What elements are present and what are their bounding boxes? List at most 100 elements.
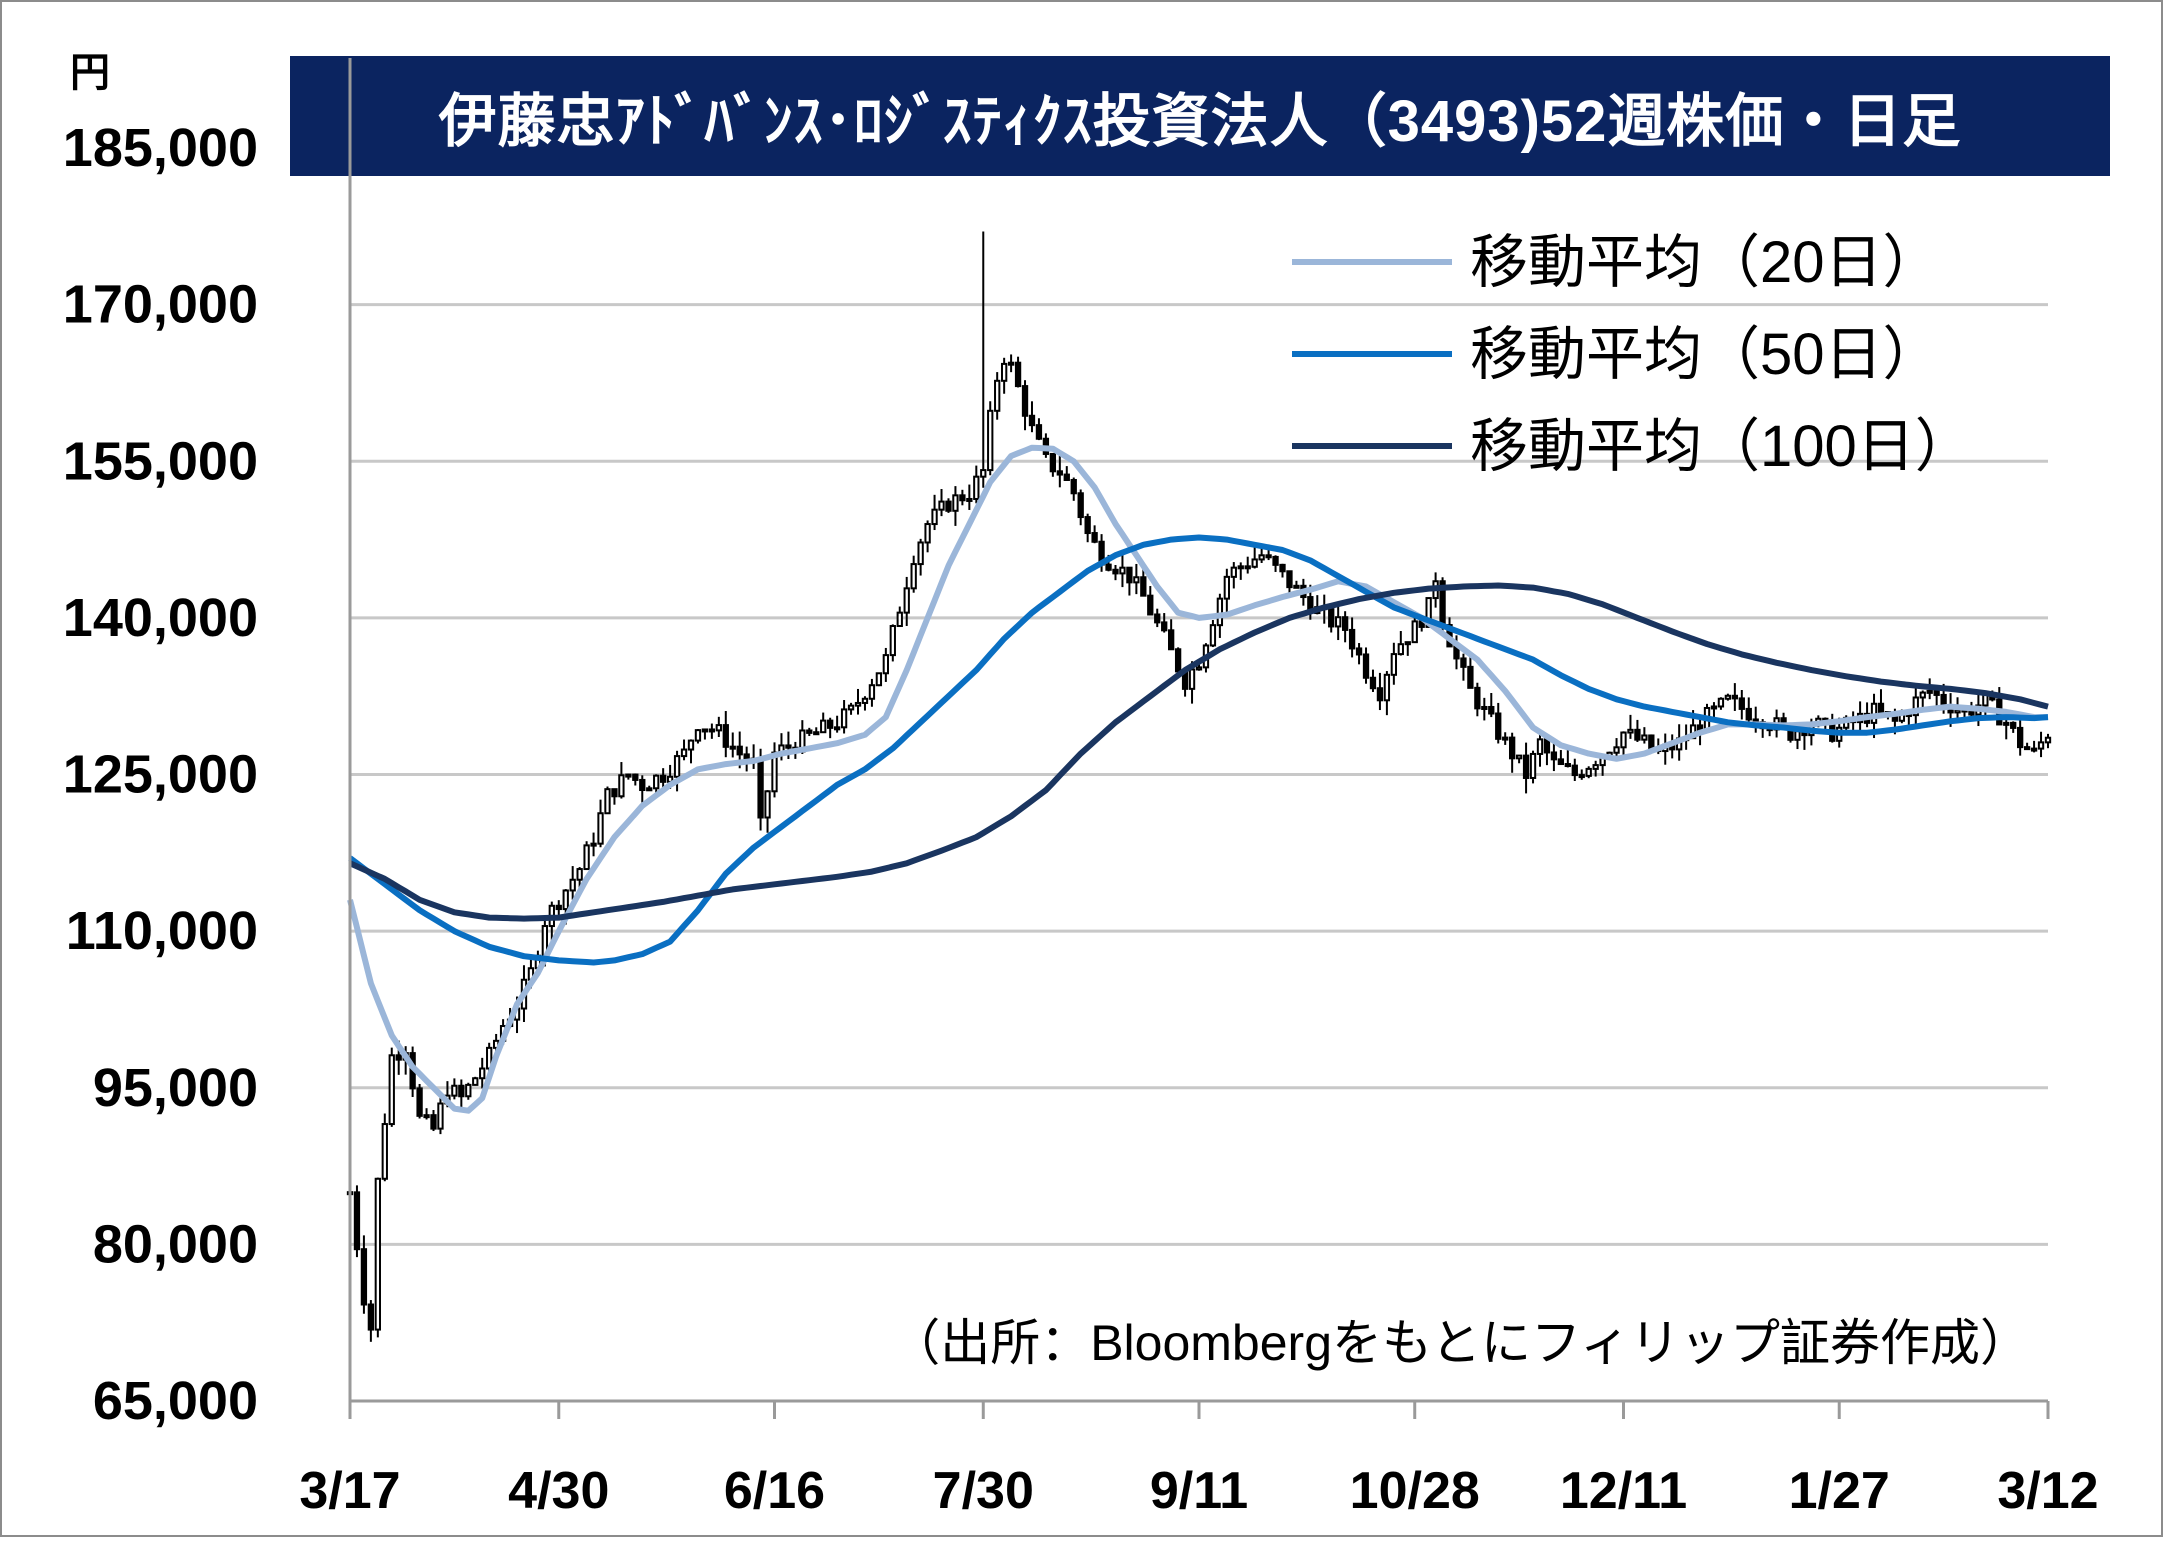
candle-body (1557, 758, 1565, 766)
x-tick-label: 6/16 (724, 1462, 825, 1520)
candle-body (840, 708, 848, 729)
candle-body (931, 508, 938, 526)
candle-body (1383, 673, 1391, 702)
x-tick-label: 12/11 (1560, 1462, 1687, 1520)
candle-body (562, 889, 569, 911)
candle-body (1070, 478, 1077, 495)
candle-body (659, 774, 667, 783)
candle-body (820, 719, 827, 734)
candle-body (2017, 726, 2024, 749)
y-axis-ticks: 185,000 170,000 155,000 140,000 125,000 110,0… (63, 118, 258, 1431)
candle-body (1000, 362, 1008, 382)
candle-body (2010, 721, 2017, 729)
candle-body (813, 731, 820, 736)
candle-body (1279, 563, 1286, 573)
candle-body (1613, 746, 1620, 754)
candle-body (1140, 576, 1147, 597)
candle-body (917, 541, 924, 566)
x-tick-label: 10/28 (1350, 1462, 1480, 1520)
candle-body (1126, 566, 1133, 584)
y-tick-label: 155,000 (63, 431, 258, 491)
candle-body (938, 500, 945, 511)
candle-body (576, 868, 583, 881)
y-tick-label: 140,000 (63, 588, 258, 648)
candle-body (381, 1123, 388, 1180)
candle-body (833, 726, 841, 731)
candle-body (1481, 705, 1488, 710)
candle-body (1348, 628, 1356, 650)
candle-body (729, 745, 736, 750)
candle-body (827, 719, 834, 729)
candle-body (924, 523, 931, 544)
x-tick-label: 9/11 (1150, 1462, 1248, 1520)
candle-body (889, 625, 896, 657)
legend-ma50-label: 移動平均（50日） (1470, 322, 1941, 387)
candle-body (1731, 694, 1739, 700)
candle-body (903, 587, 910, 614)
candle-body (1529, 752, 1537, 779)
candle-body (1244, 565, 1251, 570)
candle-body (555, 904, 562, 911)
candle-body (367, 1303, 375, 1331)
candle-body (1335, 616, 1342, 628)
candle-body (1328, 608, 1335, 628)
candle-body (1258, 554, 1265, 561)
candle-body (1230, 566, 1237, 578)
candle-body (1007, 361, 1015, 366)
candle-body (1495, 712, 1502, 740)
candle-body (715, 724, 722, 732)
legend-ma100-label: 移動平均（100日） (1470, 414, 1973, 479)
legend: 移動平均（20日） 移動平均（50日） 移動平均（100日） (1292, 230, 1973, 479)
candle-body (785, 744, 792, 749)
candle-body (1014, 361, 1022, 388)
chart-title: 伊藤忠ｱﾄﾞﾊﾞﾝｽ･ﾛｼﾞｽﾃｨｸｽ投資法人（3493)52週株価・日足 (438, 89, 1962, 154)
candle-body (1571, 764, 1578, 777)
candle-body (1543, 738, 1551, 754)
candlesticks (346, 231, 2052, 1342)
candle-body (806, 729, 813, 734)
candle-body (1912, 696, 1919, 717)
candle-body (673, 755, 681, 778)
candle-body (1515, 754, 1523, 760)
candle-body (1919, 691, 1926, 699)
candle-body (680, 748, 688, 758)
candle-body (1425, 597, 1432, 628)
moving-average-lines (347, 444, 2049, 1114)
y-tick-label: 110,000 (66, 901, 258, 961)
candle-body (1926, 689, 1933, 694)
candle-body (1049, 452, 1057, 473)
candle-body (583, 844, 590, 871)
x-axis-ticks: 3/17 4/30 6/16 7/30 9/11 10/28 12/11 1/27 3/12 (299, 1401, 2099, 1520)
candle-body (1397, 643, 1404, 656)
candle-body (1467, 665, 1474, 689)
candle-body (1627, 728, 1634, 734)
candle-body (764, 790, 771, 819)
candle-body (694, 729, 702, 742)
candle-body (910, 563, 917, 590)
source-note: （出所：Bloombergをもとにフィリップ証券作成） (890, 1315, 2030, 1371)
candle-body (1369, 676, 1377, 690)
candle-body (1522, 754, 1530, 779)
candle-body (987, 409, 994, 472)
candle-body (1355, 647, 1363, 656)
y-tick-label: 65,000 (93, 1371, 258, 1431)
candle-body (625, 773, 632, 778)
candle-body (945, 500, 952, 512)
candle-body (1488, 705, 1495, 715)
candle-body (757, 757, 764, 819)
candle-body (854, 701, 862, 707)
candle-body (1724, 694, 1732, 700)
candle-body (1161, 621, 1168, 632)
candle-body (1188, 668, 1196, 690)
candle-body (1954, 709, 1961, 714)
candle-body (1119, 566, 1126, 575)
candle-body (1251, 558, 1258, 568)
candle-body (1105, 563, 1112, 571)
candle-body (1035, 424, 1043, 440)
candle-body (1411, 620, 1418, 644)
x-tick-label: 3/12 (1997, 1462, 2098, 1520)
candle-body (1223, 575, 1230, 600)
candle-body (1585, 767, 1592, 777)
ma100-line (348, 582, 2049, 922)
